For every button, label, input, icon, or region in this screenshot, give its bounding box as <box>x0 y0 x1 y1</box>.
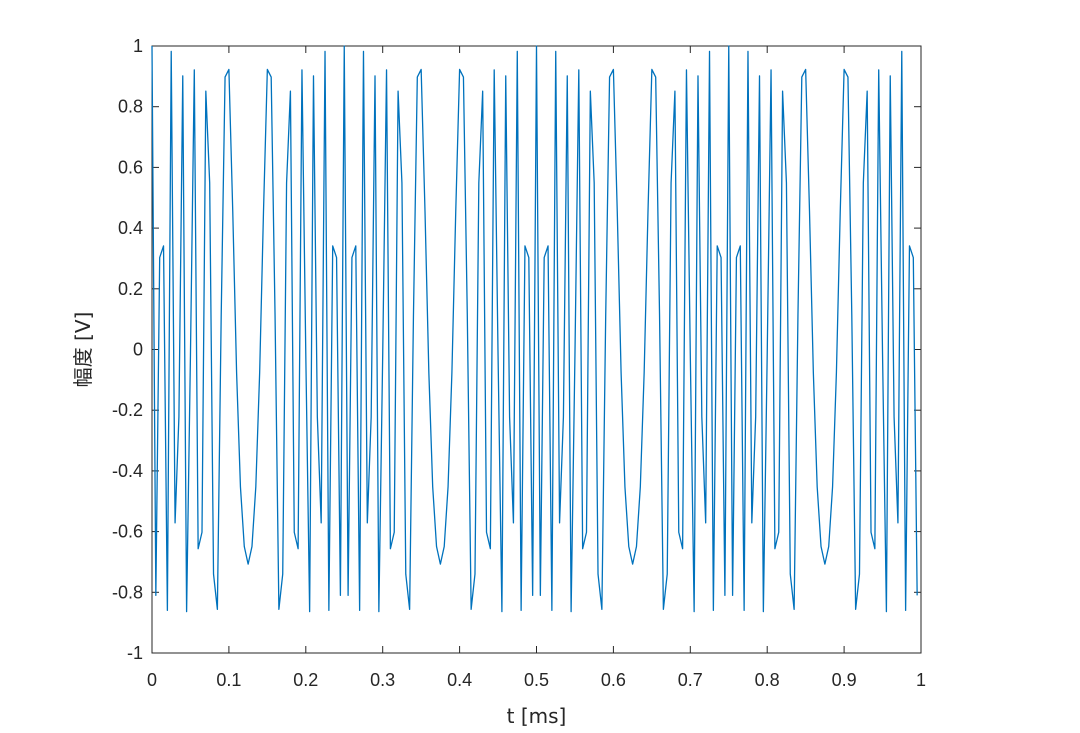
y-tick-label: 1 <box>133 36 143 56</box>
y-axis-tick-labels: -1 -0.8 -0.6 -0.4 -0.2 0 0.2 0.4 0.6 0.8 1 <box>112 36 143 663</box>
x-axis-tick-labels: 0 0.1 0.2 0.3 0.4 0.5 0.6 0.7 0.8 0.9 1 <box>147 670 926 690</box>
x-tick-label: 0.7 <box>678 670 703 690</box>
x-tick-label: 0.2 <box>293 670 318 690</box>
plot-area <box>151 45 922 654</box>
y-tick-label: 0.6 <box>118 157 143 177</box>
y-tick-label: -0.6 <box>112 522 143 542</box>
y-tick-label: -1 <box>127 643 143 663</box>
y-tick-label: -0.2 <box>112 400 143 420</box>
y-tick-label: -0.8 <box>112 582 143 602</box>
x-tick-label: 0.8 <box>755 670 780 690</box>
series-line <box>151 45 918 613</box>
y-tick-label: 0.4 <box>118 218 143 238</box>
x-tick-label: 0.3 <box>370 670 395 690</box>
y-tick-label: 0.2 <box>118 279 143 299</box>
x-tick-label: 0.1 <box>216 670 241 690</box>
y-tick-label: 0 <box>133 340 143 360</box>
axes-box <box>151 45 922 654</box>
x-tick-label: 0.4 <box>447 670 472 690</box>
x-tick-label: 0.5 <box>524 670 549 690</box>
x-axis-label: t [ms] <box>507 704 567 728</box>
x-tick-label: 0.6 <box>601 670 626 690</box>
series-layer <box>151 45 918 613</box>
y-tick-label: 0.8 <box>118 97 143 117</box>
x-tick-label: 0.9 <box>832 670 857 690</box>
x-tick-label: 0 <box>147 670 157 690</box>
x-axis-ticks <box>151 46 922 653</box>
y-axis-label: 幅度 [V] <box>71 312 95 388</box>
x-tick-label: 1 <box>916 670 926 690</box>
y-tick-label: -0.4 <box>112 461 143 481</box>
